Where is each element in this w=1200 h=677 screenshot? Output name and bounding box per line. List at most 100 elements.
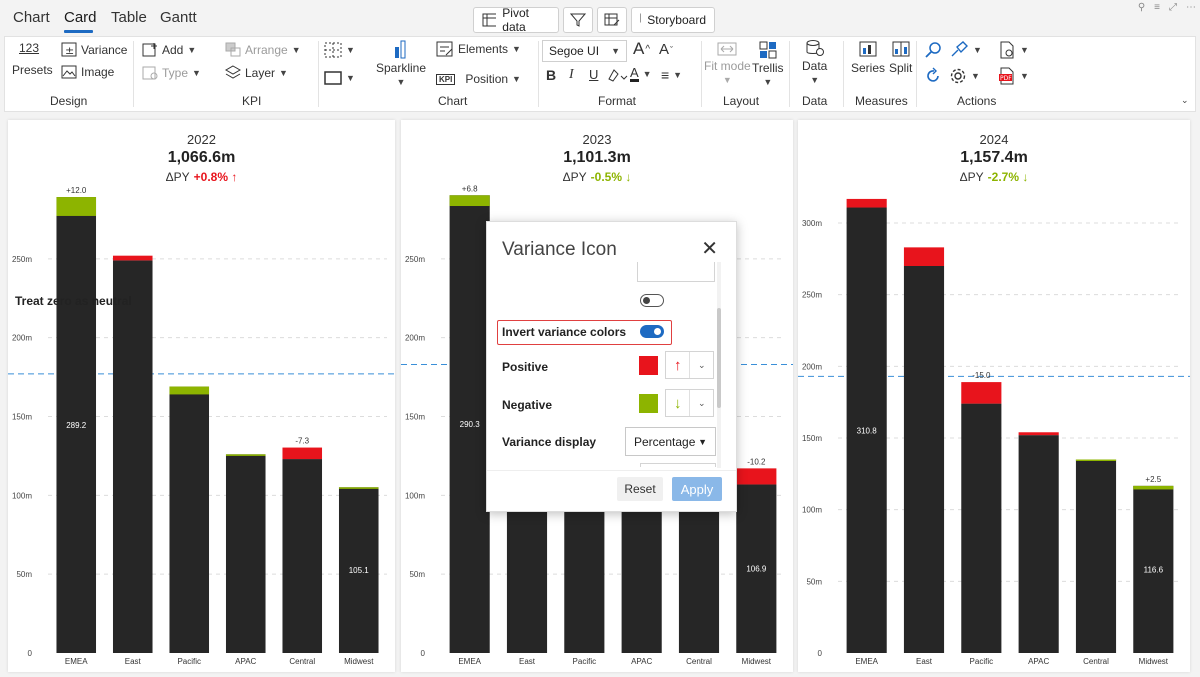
refresh-button[interactable]: [924, 67, 942, 85]
storyboard-button[interactable]: Storyboard: [631, 7, 715, 33]
underline-button[interactable]: U: [589, 67, 599, 82]
font-select[interactable]: Segoe UI ▼: [542, 40, 627, 62]
chevron-down-icon: ▼: [1020, 71, 1029, 81]
add-label: Add: [162, 42, 184, 57]
y-tick-label: 50m: [409, 570, 425, 579]
positive-icon-select[interactable]: ↑ ⌄: [665, 351, 714, 379]
export-button[interactable]: ▼: [998, 41, 1029, 59]
treat-zero-toggle[interactable]: [640, 294, 664, 307]
fit-mode-button[interactable]: Fit mode ▼: [704, 41, 751, 85]
sparkline-button[interactable]: Sparkline ▼: [376, 39, 426, 87]
category-label: Midwest: [742, 657, 772, 666]
presets-number: 123: [19, 41, 40, 55]
negative-color-swatch[interactable]: [639, 394, 658, 413]
dialog-title: Variance Icon: [502, 239, 617, 260]
value-label: 116.6: [1144, 565, 1164, 574]
positive-color-swatch[interactable]: [639, 356, 658, 375]
image-button[interactable]: Image: [61, 65, 114, 79]
pin-icon[interactable]: ⚲: [1137, 2, 1146, 13]
category-label: EMEA: [65, 657, 88, 666]
fit-mode-label: Fit mode: [704, 59, 751, 73]
add-icon: [142, 43, 157, 57]
value-label: 105.1: [349, 566, 370, 575]
more-icon[interactable]: ⋯: [1186, 2, 1196, 13]
type-button[interactable]: Type ▼: [142, 65, 201, 80]
highlight-button[interactable]: [606, 67, 628, 83]
border-icon: [324, 71, 342, 85]
bar: [846, 207, 887, 653]
partial-select-above[interactable]: [637, 262, 715, 282]
chart-card-2024[interactable]: 0 50m 100m 150m 200m 250m 300m 310.8 EMEA East -15…: [798, 120, 1190, 672]
filter-icon[interactable]: ≡: [1154, 2, 1160, 13]
actions-group-label: Actions: [957, 94, 997, 108]
y-tick-label: 50m: [16, 570, 32, 579]
chart-group-label: Chart: [438, 94, 468, 108]
negative-label: Negative: [502, 398, 553, 412]
variance-display-select[interactable]: Percentage ▼: [625, 427, 716, 456]
expand-icon[interactable]: ⤢: [1169, 2, 1177, 13]
invert-colors-toggle[interactable]: [640, 325, 664, 338]
bar: [169, 386, 210, 653]
position-button[interactable]: KPI Position ▼: [436, 72, 521, 86]
font-value: Segoe UI: [549, 44, 600, 58]
y-tick-label: 200m: [802, 362, 822, 371]
arrange-icon: [225, 42, 241, 57]
reset-button[interactable]: Reset: [617, 477, 663, 501]
chevron-down-icon: ⌄: [1181, 95, 1189, 105]
category-label: Central: [289, 657, 315, 666]
variance-button[interactable]: ± Variance: [61, 42, 127, 57]
data-button[interactable]: Data ▼: [802, 39, 827, 85]
arrange-button[interactable]: Arrange ▼: [225, 42, 301, 57]
layer-label: Layer: [245, 65, 276, 80]
font-color-button[interactable]: A ▼: [630, 66, 652, 82]
bar: [736, 484, 777, 653]
top-bar: Chart Card Table Gantt Pivot data Storyb…: [0, 0, 1200, 34]
add-button[interactable]: Add ▼: [142, 42, 196, 57]
dialog-scrollbar-thumb[interactable]: [717, 308, 721, 408]
filter-button[interactable]: [563, 7, 593, 33]
chart-card-2022[interactable]: 0 50m 100m 150m 200m 250m +12.0 289.2 EMEA East Pa…: [8, 120, 395, 672]
bold-button[interactable]: B: [546, 67, 557, 83]
design-group-label: Design: [50, 94, 88, 108]
negative-icon-select[interactable]: ↓ ⌄: [665, 389, 714, 417]
chevron-down-icon: ▼: [971, 71, 980, 81]
category-label: Midwest: [1139, 657, 1169, 666]
collapse-ribbon-button[interactable]: ⌄: [1181, 95, 1189, 106]
settings-button[interactable]: ▼: [949, 67, 980, 85]
search-button[interactable]: [924, 41, 942, 59]
font-grow-button[interactable]: A ^: [633, 39, 651, 58]
elements-button[interactable]: Elements ▼: [436, 41, 521, 57]
bar: [961, 403, 1002, 653]
presets-button[interactable]: Presets: [12, 63, 53, 77]
pdf-export-button[interactable]: PDF ▼: [998, 67, 1029, 85]
chevron-down-icon: ▼: [642, 69, 652, 79]
border-button[interactable]: ▼: [324, 71, 355, 85]
y-tick-label: 0: [421, 649, 426, 658]
y-tick-label: 150m: [405, 413, 425, 422]
category-label: Central: [1083, 657, 1109, 666]
italic-button[interactable]: I: [569, 67, 574, 82]
tab-chart[interactable]: Chart: [13, 9, 50, 26]
paint-button[interactable]: ▼: [949, 41, 982, 59]
align-button[interactable]: ≡ ▼: [661, 67, 683, 83]
format-group-label: Format: [598, 94, 637, 108]
close-icon[interactable]: ✕: [701, 238, 718, 260]
split-button[interactable]: Split: [889, 41, 912, 75]
trellis-button[interactable]: Trellis ▼: [752, 41, 784, 87]
edit-table-button[interactable]: [597, 7, 627, 33]
series-button[interactable]: Series: [851, 41, 885, 75]
category-label: East: [125, 657, 142, 666]
gridlines-button[interactable]: ▼: [324, 42, 355, 58]
pivot-data-button[interactable]: Pivot data: [473, 6, 559, 34]
split-label: Split: [889, 61, 913, 75]
tab-card[interactable]: Card: [64, 9, 97, 26]
layer-button[interactable]: Layer ▼: [225, 65, 288, 80]
font-color-icon: A: [630, 65, 639, 82]
variance-label: -7.3: [295, 437, 309, 446]
card-total: 1,101.3m: [563, 149, 631, 166]
apply-button[interactable]: Apply: [672, 477, 722, 501]
tab-table[interactable]: Table: [111, 9, 147, 26]
tab-gantt[interactable]: Gantt: [160, 9, 197, 26]
layout-group-label: Layout: [723, 94, 760, 108]
